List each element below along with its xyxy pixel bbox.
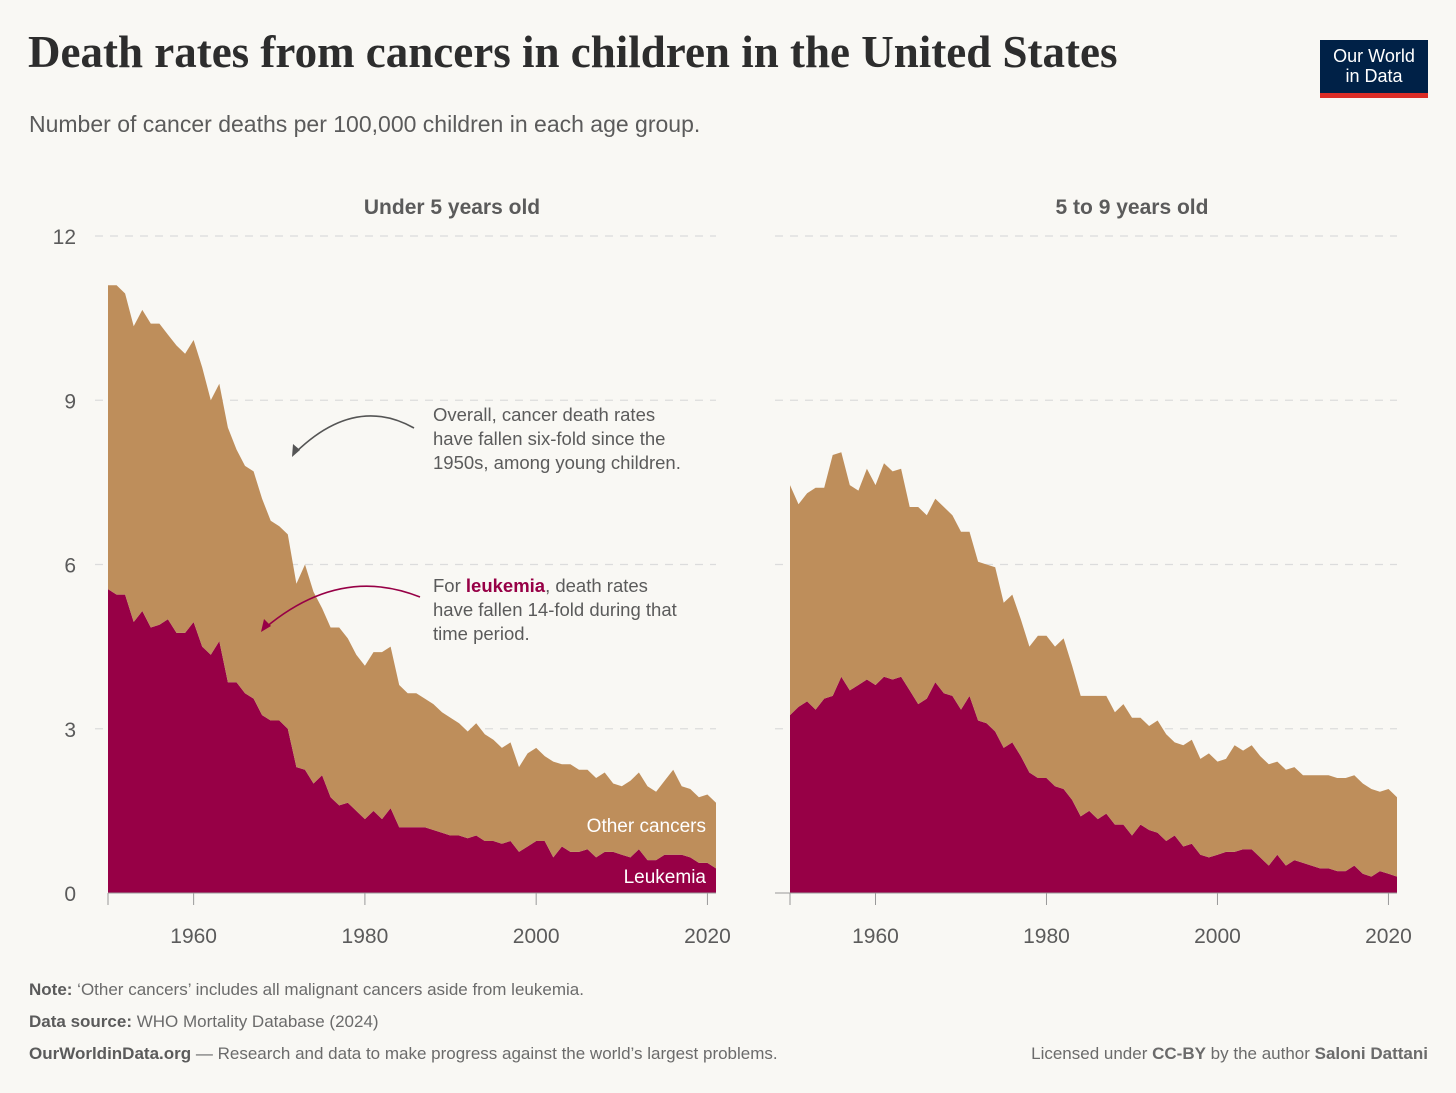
chart-title: Death rates from cancers in children in … — [28, 27, 1118, 77]
annotation-overall-line: have fallen six-fold since the — [433, 428, 665, 449]
x-tick-label: 2000 — [513, 925, 560, 948]
panel-title: Under 5 years old — [364, 196, 540, 219]
x-tick-label: 2000 — [1194, 925, 1241, 948]
footer-site: OurWorldinData.org — Research and data t… — [29, 1044, 778, 1064]
author: Saloni Dattani — [1314, 1044, 1428, 1063]
annotation-overall-line: Overall, cancer death rates — [433, 404, 655, 425]
arrowhead-leukemia-icon — [261, 619, 271, 632]
x-tick-label: 1960 — [852, 925, 899, 948]
site-link[interactable]: OurWorldinData.org — [29, 1044, 192, 1063]
license-prefix: Licensed under — [1031, 1044, 1153, 1063]
chart-subtitle: Number of cancer deaths per 100,000 chil… — [29, 111, 701, 137]
logo-accent-bar — [1320, 93, 1428, 98]
footer-source: Data source: WHO Mortality Database (202… — [29, 1012, 379, 1032]
license-mid: by the author — [1205, 1044, 1315, 1063]
license-link[interactable]: CC-BY — [1152, 1044, 1206, 1063]
area-other-cancers — [790, 452, 1397, 877]
annotation-leukemia-line: have fallen 14-fold during that — [433, 599, 677, 620]
arrow-overall — [295, 415, 415, 453]
arrow-leukemia — [264, 585, 421, 629]
y-tick-label: 3 — [64, 719, 76, 742]
license: Licensed under CC-BY by the author Salon… — [1031, 1044, 1428, 1064]
x-tick-label: 1980 — [1023, 925, 1070, 948]
footer-note: Note: ‘Other cancers’ includes all malig… — [29, 980, 584, 1000]
logo-line-2: in Data — [1345, 66, 1403, 86]
note-label: Note: — [29, 980, 73, 999]
y-tick-label: 0 — [64, 883, 76, 906]
y-tick-label: 12 — [53, 226, 76, 249]
x-tick-label: 1960 — [170, 925, 217, 948]
annotation-leukemia-line: For leukemia, death rates — [433, 575, 648, 596]
annotation-prefix: For — [433, 575, 466, 596]
annotation-overall-line: 1950s, among young children. — [433, 452, 681, 473]
x-tick-label: 1980 — [342, 925, 389, 948]
source-label: Data source: — [29, 1012, 132, 1031]
logo-line-1: Our World — [1333, 46, 1415, 66]
tagline: — Research and data to make progress aga… — [191, 1044, 778, 1063]
area-other-cancers — [108, 285, 716, 869]
series-label-leukemia: Leukemia — [624, 867, 707, 888]
arrowhead-overall-icon — [292, 444, 300, 457]
panel-title: 5 to 9 years old — [1056, 196, 1209, 219]
area-leukemia — [790, 676, 1397, 893]
x-tick-label: 2020 — [684, 925, 731, 948]
annotation-leukemia-word: leukemia — [466, 575, 546, 596]
annotation-rest: , death rates — [545, 575, 648, 596]
area-leukemia — [108, 589, 716, 893]
owid-logo[interactable]: Our World in Data — [1320, 40, 1428, 98]
source-text: WHO Mortality Database (2024) — [131, 1012, 379, 1031]
x-tick-label: 2020 — [1365, 925, 1412, 948]
annotation-leukemia-line: time period. — [433, 623, 530, 644]
series-label-other-cancers: Other cancers — [587, 816, 706, 837]
note-text: ‘Other cancers’ includes all malignant c… — [72, 980, 584, 999]
y-tick-label: 6 — [64, 555, 76, 578]
y-tick-label: 9 — [64, 390, 76, 413]
